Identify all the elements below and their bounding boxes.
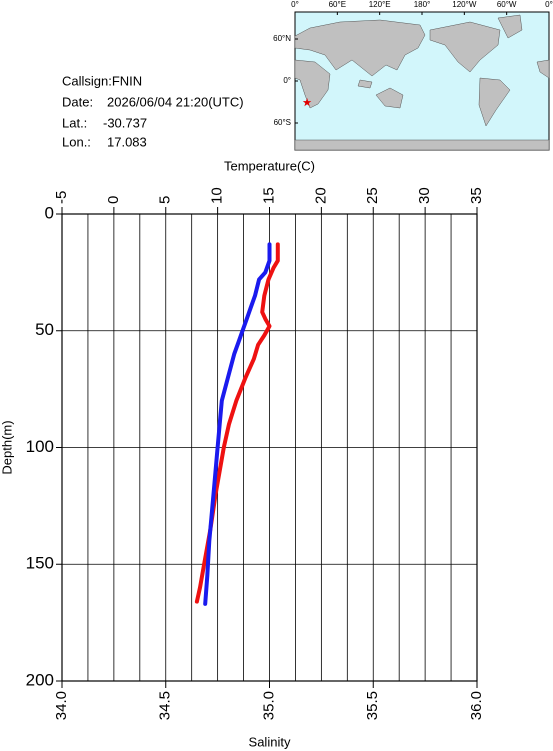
- map-lon-label: 0°: [291, 0, 299, 9]
- profile-line: [203, 242, 272, 606]
- x-tick-label: 10: [209, 187, 226, 204]
- x-tick-label: 25: [364, 187, 381, 204]
- y-tick-label: 50: [35, 320, 54, 339]
- map-lon-label: 0°: [545, 0, 553, 9]
- y-axis-label: Depth(m): [0, 420, 14, 474]
- x2-tick-label: 35.5: [364, 691, 381, 720]
- x2-axis-label: Salinity: [249, 734, 291, 749]
- lat: -30.737: [103, 115, 147, 130]
- x2-tick-label: 34.0: [53, 691, 70, 720]
- callsign: Callsign:FNIN: [62, 73, 142, 88]
- y-tick-label: 0: [45, 203, 54, 222]
- x-tick-label: -5: [53, 191, 70, 204]
- x2-tick-label: 36.0: [468, 691, 485, 720]
- lon: 17.083: [107, 134, 147, 149]
- map-lon-label: 120°E: [369, 0, 391, 9]
- date: 2026/06/04 21:20(UTC): [107, 94, 244, 109]
- map-lon-label: 60°E: [329, 0, 346, 9]
- x-tick-label: 30: [416, 187, 433, 204]
- x-axis-label: Temperature(C): [224, 158, 315, 173]
- x2-tick-label: 35.0: [260, 691, 277, 720]
- date-label: Date:: [62, 94, 93, 109]
- land: [294, 14, 550, 151]
- y-tick-label: 100: [26, 437, 54, 456]
- station-marker: [302, 98, 312, 107]
- map-lat-label: 60°N: [273, 34, 291, 43]
- x-tick-label: 20: [312, 187, 329, 204]
- x-tick-label: 5: [157, 196, 174, 204]
- map-lon-label: 180°: [414, 0, 431, 9]
- map-lat-label: 60°S: [274, 118, 291, 127]
- map-lon-label: 120°W: [452, 0, 477, 9]
- map: 0° 60°E 120°E 180° 120°W 60°W 0° 60°N 0° 60°S: [273, 0, 553, 151]
- x-tick-label: 35: [468, 187, 485, 204]
- lat-label: Lat.:: [62, 115, 87, 130]
- map-lon-label: 60°W: [497, 0, 517, 9]
- x2-tick-label: 34.5: [157, 691, 174, 720]
- lon-label: Lon.:: [62, 134, 91, 149]
- x-tick-label: 0: [105, 196, 122, 204]
- map-lat-label: 0°: [283, 76, 291, 85]
- x-tick-label: 15: [260, 187, 277, 204]
- y-tick-label: 200: [26, 670, 54, 689]
- y-tick-label: 150: [26, 554, 54, 573]
- header: Callsign:FNIN Date: 2026/06/04 21:20(UTC…: [62, 73, 244, 149]
